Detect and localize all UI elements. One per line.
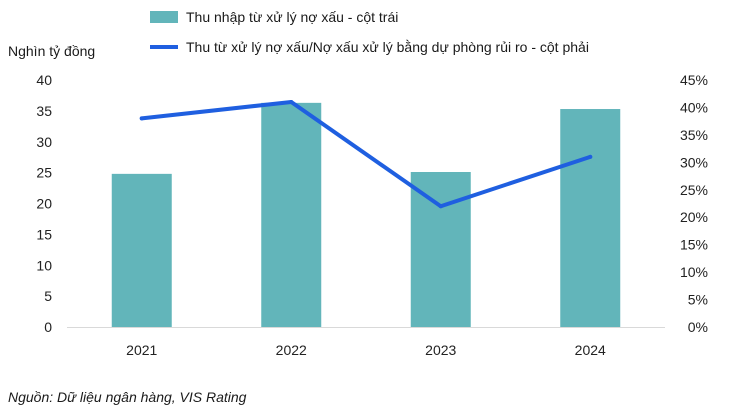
left-tick-label: 30 [36, 134, 52, 150]
left-tick-label: 0 [44, 319, 52, 335]
x-axis-ticks: 2021 2022 2023 2024 [126, 342, 606, 358]
line-series [139, 99, 593, 209]
bar-series [111, 102, 621, 328]
left-axis-unit-label: Nghìn tỷ đồng [8, 43, 95, 59]
x-tick-label: 2023 [425, 342, 456, 358]
line-point-2023 [438, 204, 443, 209]
right-tick-label: 0% [688, 319, 708, 335]
right-tick-label: 15% [680, 237, 708, 253]
x-tick-label: 2021 [126, 342, 157, 358]
left-tick-label: 35 [36, 103, 52, 119]
ratio-line [139, 99, 593, 209]
legend-bar-swatch [150, 11, 178, 23]
line-point-2021 [139, 116, 144, 121]
left-tick-label: 5 [44, 288, 52, 304]
right-tick-label: 5% [688, 292, 708, 308]
left-tick-label: 25 [36, 165, 52, 181]
bar-2024 [560, 109, 621, 328]
x-tick-label: 2024 [575, 342, 606, 358]
right-tick-label: 45% [680, 72, 708, 88]
line-point-2024 [588, 154, 593, 159]
right-tick-label: 30% [680, 154, 708, 170]
line-point-2022 [289, 99, 294, 104]
left-tick-label: 10 [36, 257, 52, 273]
bar-2021 [111, 173, 172, 327]
left-axis-ticks: 0 5 10 15 20 25 30 35 40 [36, 72, 52, 335]
right-axis-ticks: 0% 5% 10% 15% 20% 25% 30% 35% 40% 45% [680, 72, 708, 335]
legend-line-label: Thu từ xử lý nợ xấu/Nợ xấu xử lý bằng dự… [186, 39, 589, 55]
left-tick-label: 15 [36, 226, 52, 242]
right-tick-label: 40% [680, 99, 708, 115]
right-tick-label: 10% [680, 264, 708, 280]
legend-bar-label: Thu nhập từ xử lý nợ xấu - cột trái [186, 9, 398, 25]
right-tick-label: 25% [680, 182, 708, 198]
right-tick-label: 35% [680, 127, 708, 143]
left-tick-label: 20 [36, 196, 52, 212]
bar-2022 [261, 102, 322, 327]
source-note: Nguồn: Dữ liệu ngân hàng, VIS Rating [8, 389, 247, 405]
bar-2023 [410, 172, 471, 327]
left-tick-label: 40 [36, 72, 52, 88]
x-tick-label: 2022 [276, 342, 307, 358]
legend: Thu nhập từ xử lý nợ xấu - cột trái Thu … [150, 9, 589, 55]
right-tick-label: 20% [680, 209, 708, 225]
